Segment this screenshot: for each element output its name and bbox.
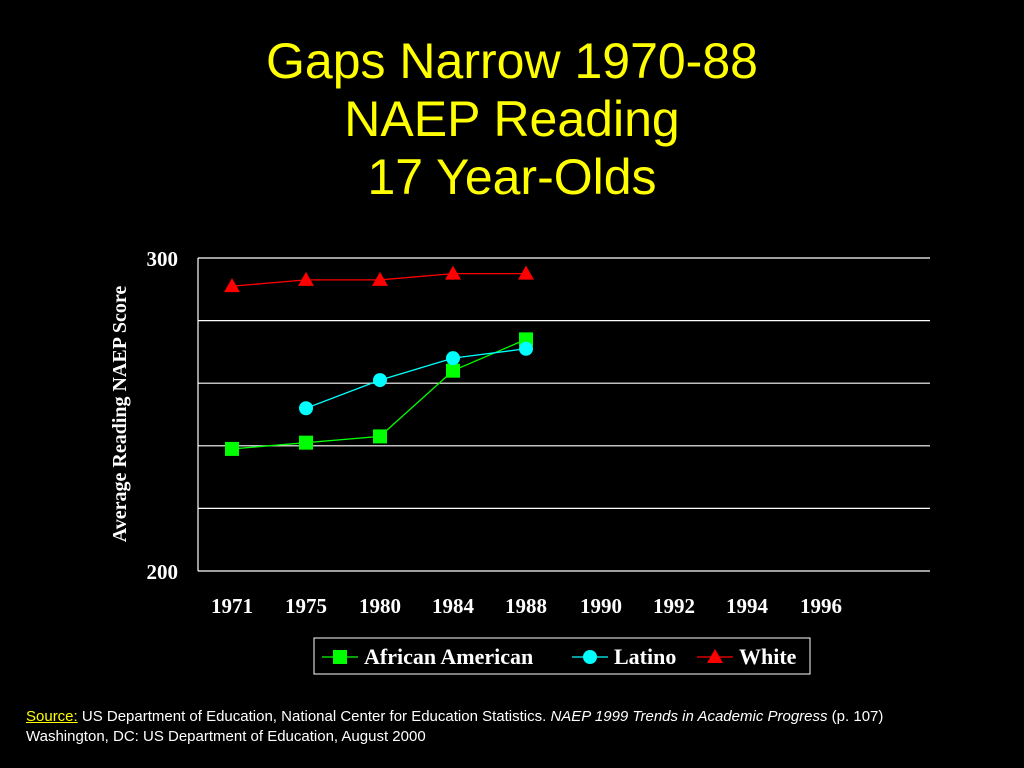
x-tick-label: 1984 — [432, 594, 475, 618]
series-african-american — [225, 332, 533, 456]
y-tick-label: 200 — [147, 560, 179, 584]
legend-label-white: White — [739, 644, 797, 669]
legend: African American Latino White — [313, 637, 811, 675]
source-publication: NAEP 1999 Trends in Academic Progress — [550, 708, 828, 725]
title-line-2: NAEP Reading — [344, 91, 680, 147]
data-point-latino — [373, 373, 387, 388]
x-tick-label: 1994 — [726, 594, 769, 618]
x-tick-label: 1992 — [653, 594, 695, 618]
data-point-latino — [446, 351, 460, 366]
legend-marker-african-american — [333, 650, 347, 664]
chart-title: Gaps Narrow 1970-88 NAEP Reading 17 Year… — [0, 32, 1024, 206]
x-tick-label: 1996 — [800, 594, 842, 618]
data-point-latino — [299, 401, 313, 416]
x-tick-labels: 1971 1975 1980 1984 1988 1990 1992 1994 1996 — [211, 594, 842, 618]
data-point-african-american — [225, 441, 239, 456]
data-point-african-american — [299, 435, 313, 450]
data-point-white — [445, 265, 461, 280]
source-line-2: Washington, DC: US Department of Educati… — [26, 728, 426, 745]
legend-marker-white — [707, 649, 723, 663]
y-tick-label: 300 — [147, 247, 179, 271]
data-point-latino — [519, 341, 533, 356]
x-tick-label: 1990 — [580, 594, 622, 618]
x-tick-label: 1980 — [359, 594, 401, 618]
series-line-latino — [305, 348, 527, 409]
series-latino — [299, 341, 533, 416]
title-line-1: Gaps Narrow 1970-88 — [266, 33, 758, 89]
data-point-white — [372, 271, 388, 286]
data-point-white — [518, 265, 534, 280]
legend-label-latino: Latino — [614, 644, 676, 669]
data-point-white — [224, 278, 240, 293]
y-axis-label: Average Reading NAEP Score — [109, 286, 131, 543]
x-tick-label: 1971 — [211, 594, 253, 618]
legend-label-african-american: African American — [364, 644, 533, 669]
legend-box — [313, 637, 811, 675]
title-line-3: 17 Year-Olds — [367, 149, 657, 205]
gridlines — [198, 257, 930, 572]
source-note: Source: US Department of Education, Nati… — [26, 707, 1016, 747]
series-white — [224, 265, 534, 293]
legend-marker-latino — [583, 650, 597, 664]
x-tick-label: 1975 — [285, 594, 327, 618]
data-point-african-american — [373, 429, 387, 444]
data-point-african-american — [446, 363, 460, 378]
data-point-white — [298, 271, 314, 286]
source-text-1: US Department of Education, National Cen… — [77, 708, 551, 725]
y-tick-labels: 300 200 — [147, 247, 179, 584]
x-tick-label: 1988 — [505, 594, 547, 618]
series — [224, 265, 534, 456]
source-text-2: (p. 107) — [827, 708, 884, 725]
source-label: Source: — [26, 708, 78, 725]
